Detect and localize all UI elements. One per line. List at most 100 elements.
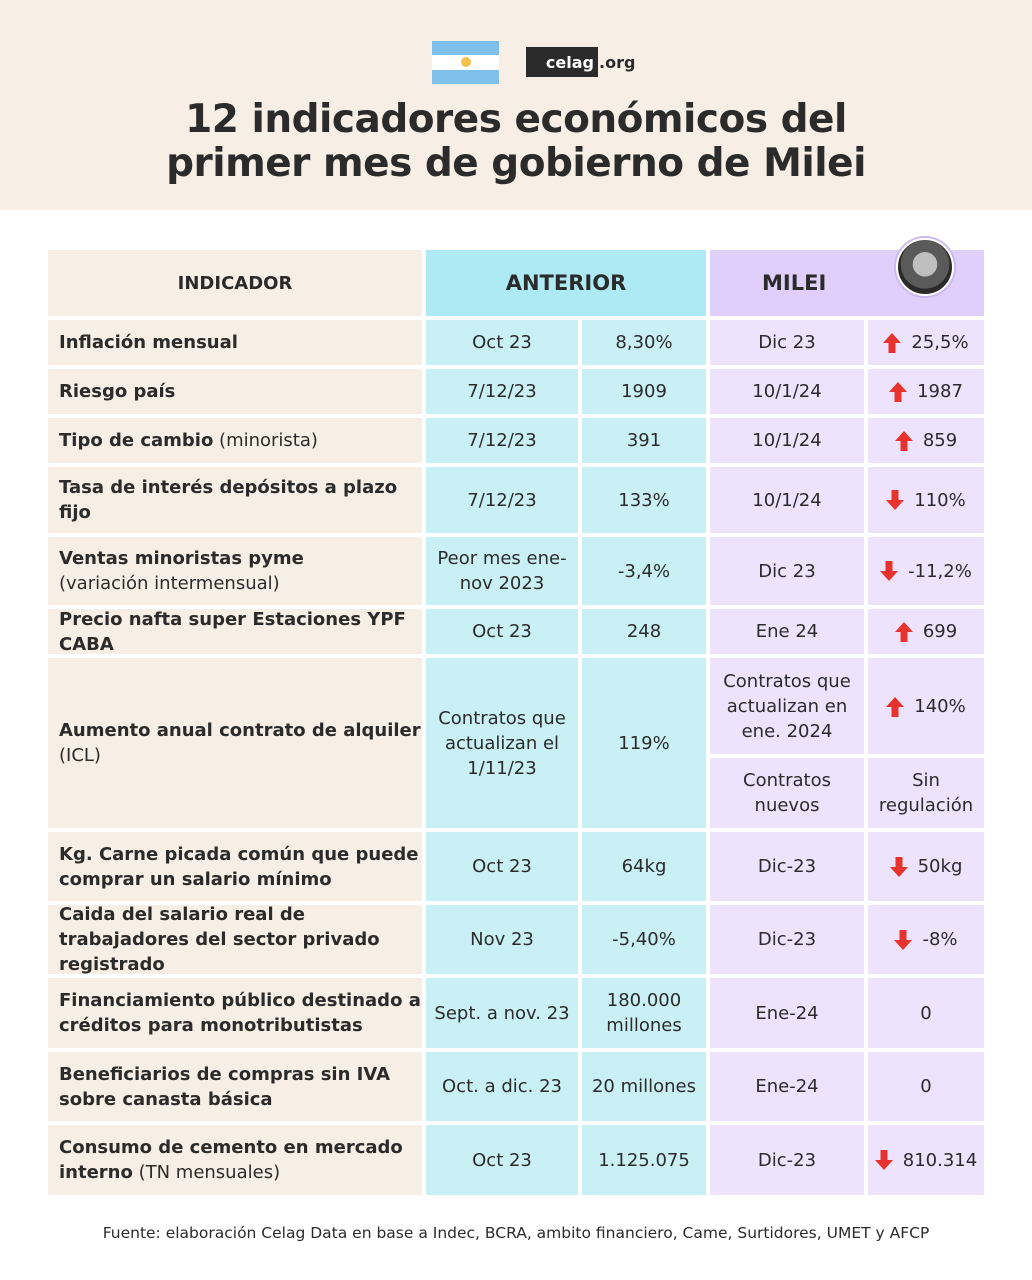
cell-anterior-valor: 133% <box>582 467 706 533</box>
cell-indicador: Precio nafta super Estaciones YPF CABA <box>48 608 422 655</box>
logo-suffix: .org <box>599 52 636 72</box>
cell-indicador: Ventas minoristas pyme (variación interme… <box>48 537 422 605</box>
indicator-name: Beneficiarios de compras sin IVA sobre c… <box>59 1063 391 1110</box>
cell-milei-fecha: 10/1/24 <box>710 369 864 414</box>
cell-milei-valor-2: Sin regulación <box>868 758 984 828</box>
celag-logo[interactable]: celag .org <box>526 47 635 77</box>
indicator-label: Caida del salario real de trabajadores d… <box>59 902 422 977</box>
cell-milei-fecha: Dic 23 <box>710 537 864 605</box>
milei-value: 0 <box>920 1076 932 1097</box>
cell-anterior-valor: -3,4% <box>582 537 706 605</box>
cell-indicador: Tasa de interés depósitos a plazo fijo <box>48 467 422 533</box>
indicator-name: Caida del salario real de trabajadores d… <box>59 904 380 975</box>
cell-indicador: Tipo de cambio (minorista) <box>48 418 422 463</box>
cell-anterior-valor: 1.125.075 <box>582 1125 706 1195</box>
cell-milei-valor: 25,5% <box>868 320 984 365</box>
cell-milei-valor: 859 <box>868 418 984 463</box>
cell-indicador: Inflación mensual <box>48 320 422 365</box>
cell-milei-valor: 50kg <box>868 832 984 901</box>
cell-milei-valor: -8% <box>868 905 984 974</box>
cell-indicador: Riesgo país <box>48 369 422 414</box>
cell-milei-valor: 140% <box>868 658 984 754</box>
cell-milei-fecha: Ene-24 <box>710 978 864 1048</box>
cell-anterior-fecha: Oct 23 <box>426 832 578 901</box>
indicator-label: Tipo de cambio (minorista) <box>59 428 318 453</box>
indicator-label: Kg. Carne picada común que puede comprar… <box>59 842 422 892</box>
cell-milei-fecha: Dic 23 <box>710 320 864 365</box>
source-footnote: Fuente: elaboración Celag Data en base a… <box>102 1224 930 1242</box>
milei-value: 699 <box>922 621 958 642</box>
arrow-up-icon <box>883 332 902 353</box>
table-row: Financiamiento público destinado a crédi… <box>48 978 984 1048</box>
cell-anterior-valor: 180.000 millones <box>582 978 706 1048</box>
milei-value: 1987 <box>917 381 963 402</box>
milei-value: 0 <box>920 1002 932 1024</box>
cell-milei-valor: 110% <box>868 467 984 533</box>
cell-anterior-fecha: Oct. a dic. 23 <box>426 1052 578 1121</box>
cell-anterior-fecha: Oct 23 <box>426 609 578 654</box>
table-row: Inflación mensual Oct 23 8,30% Dic 23 25,5% <box>48 320 984 365</box>
cell-anterior-fecha: Contratos que actualizan el 1/11/23 <box>426 658 578 828</box>
header-milei-label: MILEI <box>762 271 827 295</box>
table-row: Beneficiarios de compras sin IVA sobre c… <box>48 1052 984 1121</box>
table-row: Consumo de cemento en mercado interno (T… <box>48 1125 984 1195</box>
arrow-down-icon <box>880 561 899 581</box>
cell-anterior-valor: -5,40% <box>582 905 706 974</box>
indicator-detail: (minorista) <box>213 430 318 451</box>
cell-anterior-valor: 119% <box>582 658 706 828</box>
avatar <box>896 238 954 296</box>
page-title: 12 indicadores económicos del primer mes… <box>0 98 1032 186</box>
cell-milei-valor: 0 <box>868 1052 984 1121</box>
cell-milei-fecha: Contratos que actualizan en ene. 2024 <box>710 658 864 754</box>
indicator-name: Consumo de cemento en mercado interno <box>59 1137 403 1183</box>
indicator-name: Precio nafta super Estaciones YPF CABA <box>59 608 406 655</box>
cell-anterior-fecha: 7/12/23 <box>426 418 578 463</box>
indicator-name: Aumento anual contrato de alquiler <box>59 720 421 741</box>
indicator-name: Kg. Carne picada común que puede comprar… <box>59 843 419 890</box>
cell-anterior-valor: 248 <box>582 609 706 654</box>
cell-milei-valor: 810.314 <box>868 1125 984 1195</box>
indicator-name: Financiamiento público destinado a crédi… <box>59 990 421 1036</box>
header-anterior: ANTERIOR <box>426 250 706 316</box>
arrow-down-icon <box>894 929 913 950</box>
milei-value: -11,2% <box>908 560 972 582</box>
cell-indicador: Kg. Carne picada común que puede comprar… <box>48 832 422 901</box>
arrow-down-icon <box>886 490 905 510</box>
cell-milei-fecha: Dic-23 <box>710 1125 864 1195</box>
cell-milei-valor: -11,2% <box>868 537 984 605</box>
arrow-down-icon <box>889 856 908 877</box>
table-row: Aumento anual contrato de alquiler (ICL) C… <box>48 658 984 828</box>
table-row: Precio nafta super Estaciones YPF CABA Oc… <box>48 608 984 655</box>
cell-milei-fecha-2: Contratos nuevos <box>710 758 864 828</box>
cell-milei-fecha: Dic-23 <box>710 905 864 974</box>
cell-milei-fecha: 10/1/24 <box>710 467 864 533</box>
cell-indicador: Caida del salario real de trabajadores d… <box>48 902 422 977</box>
header-banner: celag .org 12 indicadores económicos del… <box>0 0 1032 210</box>
cell-anterior-fecha: Peor mes ene-nov 2023 <box>426 537 578 605</box>
indicator-name: Tasa de interés depósitos a plazo fijo <box>59 477 398 523</box>
indicator-label: Tasa de interés depósitos a plazo fijo <box>59 475 422 525</box>
cell-anterior-fecha: Oct 23 <box>426 320 578 365</box>
table-row: Kg. Carne picada común que puede comprar… <box>48 832 984 901</box>
cell-anterior-valor: 391 <box>582 418 706 463</box>
arrow-up-icon <box>894 621 913 642</box>
arrow-up-icon <box>886 696 905 717</box>
arrow-down-icon <box>874 1150 893 1170</box>
cell-milei-valor: 0 <box>868 978 984 1048</box>
table-row: Tipo de cambio (minorista) 7/12/23 391 10/1… <box>48 418 984 463</box>
cell-anterior-fecha: 7/12/23 <box>426 369 578 414</box>
indicator-label: Riesgo país <box>59 379 175 404</box>
header-indicador: INDICADOR <box>48 250 422 316</box>
indicator-detail: (ICL) <box>59 745 101 766</box>
indicator-label: Ventas minoristas pyme (variación interme… <box>59 546 304 596</box>
indicator-detail: (TN mensuales) <box>132 1162 281 1183</box>
argentina-flag-icon <box>432 41 499 84</box>
indicator-label: Consumo de cemento en mercado interno (T… <box>59 1135 422 1185</box>
cell-milei-fecha: Dic-23 <box>710 832 864 901</box>
table-row: Ventas minoristas pyme (variación interme… <box>48 537 984 605</box>
title-line-2: primer mes de gobierno de Milei <box>166 141 866 186</box>
milei-value: 810.314 <box>902 1149 978 1171</box>
cell-anterior-fecha: Nov 23 <box>426 905 578 974</box>
cell-indicador: Aumento anual contrato de alquiler (ICL) <box>48 658 422 828</box>
indicator-detail: (variación intermensual) <box>59 573 280 594</box>
